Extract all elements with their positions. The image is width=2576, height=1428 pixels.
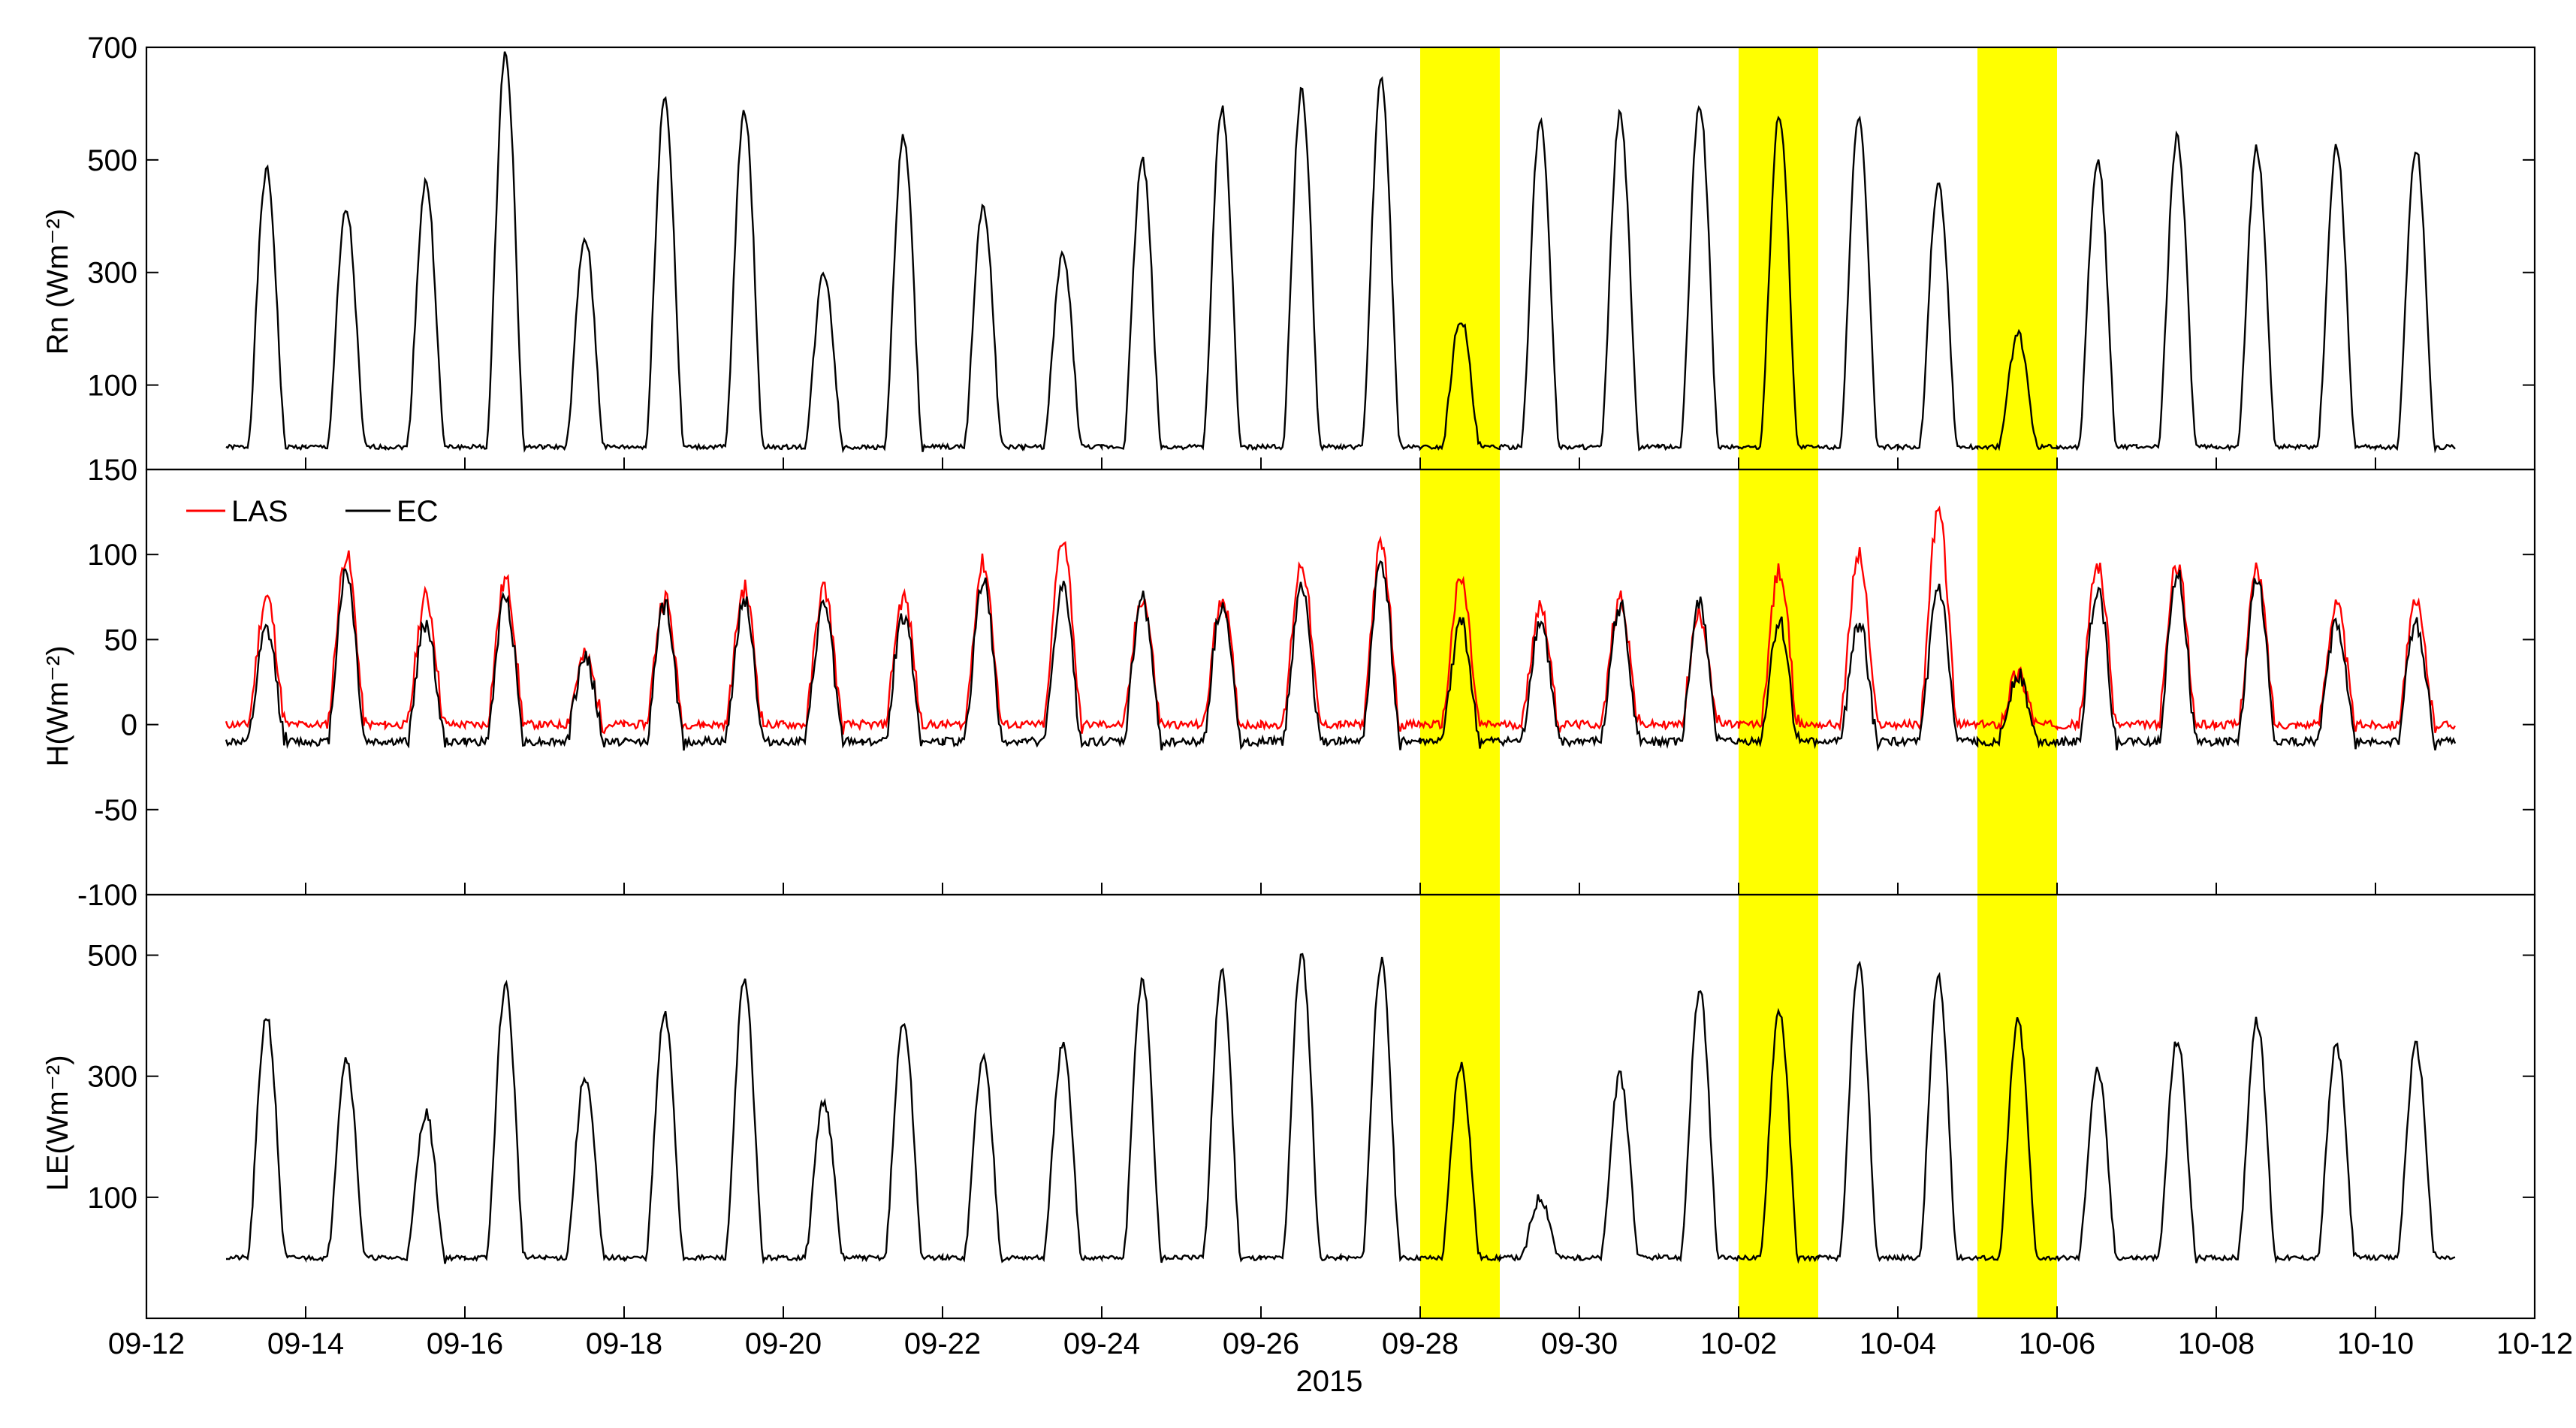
y-axis-label-rn: Rn (Wm⁻²) <box>41 209 74 355</box>
x-tick-label: 10-10 <box>2337 1327 2414 1360</box>
y-axis-label-le: LE(Wm⁻²) <box>41 1055 74 1191</box>
x-tick-label: 10-08 <box>2178 1327 2255 1360</box>
x-tick-label: 09-30 <box>1541 1327 1618 1360</box>
y-axis-label-h: H(Wm⁻²) <box>41 645 74 766</box>
highlight-band-2015-09-28 <box>1420 47 1500 1318</box>
legend: LAS EC <box>186 495 439 528</box>
panel-le: LE(Wm⁻²) <box>41 953 2456 1265</box>
axes-frame-0 <box>145 46 2536 471</box>
highlight-band-2015-10-02 <box>1739 47 1818 1318</box>
y-tick-label: 100 <box>87 370 137 403</box>
legend-label-ec: EC <box>397 495 439 528</box>
x-tick-label: 10-06 <box>2019 1327 2095 1360</box>
x-tick-label: 09-26 <box>1223 1327 1299 1360</box>
axes-frame-2 <box>145 893 2536 1320</box>
axes-frame-1 <box>145 468 2536 896</box>
x-tick-label: 09-24 <box>1063 1327 1140 1360</box>
x-tick-label: 09-14 <box>267 1327 344 1360</box>
x-tick-label: 10-12 <box>2496 1327 2573 1360</box>
series-line-las <box>225 506 2457 735</box>
tick-layer: 100 300 500 700 -100 -50 0 50 100 150 100 300 500 09-… <box>77 32 2573 1360</box>
x-tick-label: 10-02 <box>1700 1327 1777 1360</box>
x-tick-label: 09-28 <box>1382 1327 1458 1360</box>
series-line-ec <box>225 560 2457 752</box>
x-tick-label: 09-20 <box>745 1327 822 1360</box>
x-tick-label: 09-16 <box>427 1327 503 1360</box>
x-tick-label: 09-18 <box>586 1327 662 1360</box>
y-tick-label: 0 <box>121 709 137 742</box>
axes-frames <box>145 46 2536 1320</box>
panel-h: H(Wm⁻²) LAS EC <box>41 495 2457 767</box>
y-tick-label: 700 <box>87 32 137 65</box>
y-tick-label: 50 <box>104 623 138 657</box>
y-tick-label: -100 <box>77 879 137 912</box>
y-tick-label: -50 <box>94 794 137 827</box>
y-tick-label: 500 <box>87 940 137 973</box>
series-line-p0 <box>225 51 2456 454</box>
x-tick-label: 10-04 <box>1860 1327 1936 1360</box>
highlight-band-2015-10-05 <box>1977 47 2057 1318</box>
legend-label-las: LAS <box>231 495 288 528</box>
series-line-p2 <box>226 953 2456 1265</box>
y-tick-label: 500 <box>87 144 137 177</box>
x-tick-label: 09-22 <box>904 1327 981 1360</box>
highlight-bands <box>1420 47 2057 1318</box>
y-tick-label: 150 <box>87 454 137 487</box>
y-tick-label: 100 <box>87 539 137 572</box>
x-tick-label: 09-12 <box>108 1327 185 1360</box>
panel-rn: Rn (Wm⁻²) <box>41 51 2456 454</box>
y-tick-label: 300 <box>87 1061 137 1094</box>
y-tick-label: 300 <box>87 257 137 290</box>
x-axis-label: 2015 <box>1296 1365 1363 1398</box>
y-tick-label: 100 <box>87 1182 137 1215</box>
